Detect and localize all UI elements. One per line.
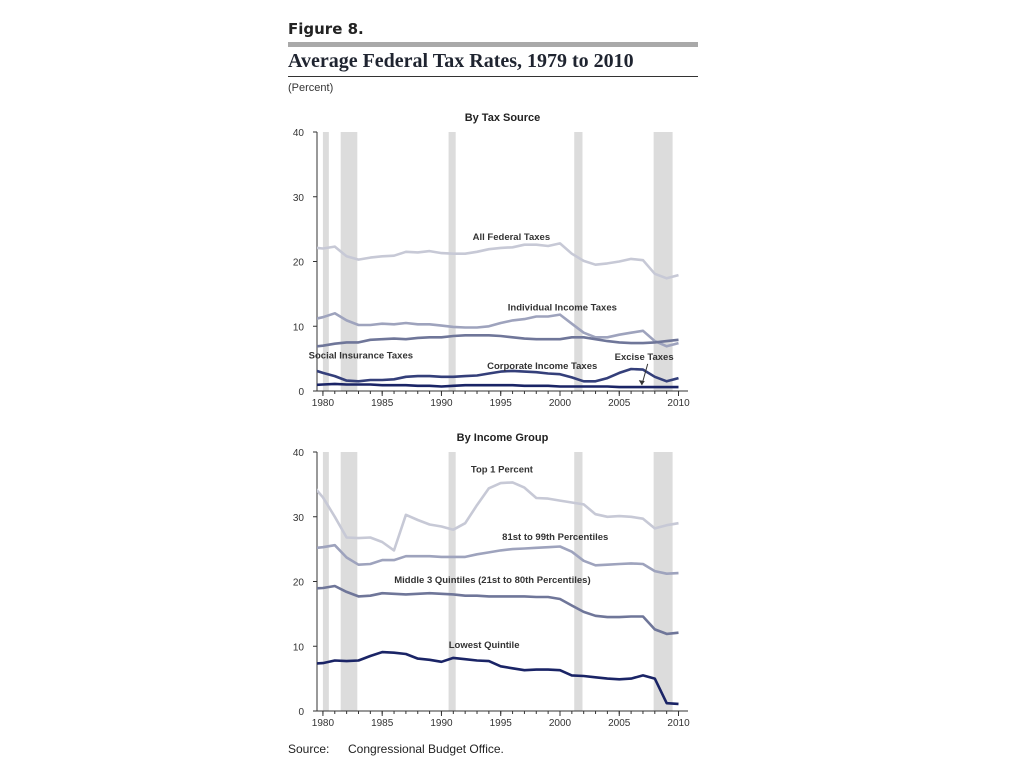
shaded-band-0	[322, 132, 329, 391]
shaded-band-3	[574, 132, 583, 391]
x-tick-label: 1980	[312, 718, 335, 729]
units-label: (Percent)	[288, 82, 334, 94]
x-tick-label: 1985	[371, 398, 394, 409]
x-tick-label: 1990	[430, 398, 453, 409]
source-text: Congressional Budget Office.	[348, 742, 504, 756]
y-tick-label: 10	[293, 642, 305, 653]
x-tick-label: 2000	[549, 718, 572, 729]
x-tick-label: 1985	[371, 718, 394, 729]
x-tick-label: 1980	[312, 398, 335, 409]
x-tick-label: 2000	[549, 398, 572, 409]
y-tick-label: 30	[293, 513, 305, 524]
x-tick-label: 1990	[430, 718, 453, 729]
shaded-band-2	[448, 452, 456, 711]
source-label: Source:	[288, 742, 330, 756]
title-underline	[288, 76, 698, 77]
x-tick-label: 2010	[667, 398, 690, 409]
y-tick-label: 0	[298, 707, 304, 718]
series-line-lowest-quintile	[317, 650, 679, 706]
shaded-band-2	[448, 132, 456, 391]
shaded-band-4	[653, 132, 673, 391]
shaded-band-1	[340, 452, 358, 711]
label-individual-income-taxes: Individual Income Taxes	[508, 303, 617, 314]
y-tick-label: 20	[293, 258, 305, 269]
series-line-individual-income-taxes	[317, 312, 679, 348]
title-rule	[288, 42, 698, 47]
series-line-middle-3-quintiles-21st-to-80th-percentiles	[317, 584, 679, 636]
series-line-top-1-percent	[317, 481, 679, 552]
x-tick-label: 2005	[608, 398, 631, 409]
series-line-excise-taxes	[317, 382, 679, 389]
chart-title: By Tax Source	[465, 112, 541, 124]
source-note: Source: Congressional Budget Office.	[288, 742, 504, 756]
label-lowest-quintile: Lowest Quintile	[449, 640, 520, 651]
chart-title: By Income Group	[457, 432, 549, 444]
shaded-band-1	[340, 132, 358, 391]
y-tick-label: 30	[293, 193, 305, 204]
y-tick-label: 40	[293, 128, 305, 139]
shaded-band-0	[322, 452, 329, 711]
label-corporate-income-taxes: Corporate Income Taxes	[487, 361, 597, 372]
y-tick-label: 0	[298, 387, 304, 398]
shaded-band-3	[574, 452, 583, 711]
y-tick-label: 20	[293, 578, 305, 589]
series-line-81st-to-99th-percentiles	[317, 543, 679, 575]
y-tick-label: 40	[293, 448, 305, 459]
label-top-1-percent: Top 1 Percent	[471, 465, 534, 476]
label-all-federal-taxes: All Federal Taxes	[473, 232, 550, 243]
x-tick-label: 1995	[490, 398, 513, 409]
series-line-all-federal-taxes	[317, 242, 679, 280]
label-middle-3-quintiles-21st-to-80th-percentiles: Middle 3 Quintiles (21st to 80th Percent…	[394, 575, 590, 586]
x-tick-label: 2010	[667, 718, 690, 729]
series-line-corporate-income-taxes	[317, 367, 679, 383]
y-tick-label: 10	[293, 322, 305, 333]
chart-by-tax-source: By Tax Source 0 10 20 30 40 1980 1985 1990 1995 20…	[293, 112, 690, 409]
figure-title: Average Federal Tax Rates, 1979 to 2010	[288, 50, 634, 72]
shaded-band-4	[653, 452, 673, 711]
x-tick-label: 1995	[490, 718, 513, 729]
label-excise-taxes: Excise Taxes	[615, 352, 674, 363]
label-81st-to-99th-percentiles: 81st to 99th Percentiles	[502, 532, 608, 543]
x-tick-label: 2005	[608, 718, 631, 729]
series-line-social-insurance-taxes	[317, 334, 679, 348]
excise-arrowhead	[638, 380, 645, 386]
figure-label: Figure 8.	[288, 20, 364, 38]
label-social-insurance-taxes: Social Insurance Taxes	[309, 351, 413, 362]
chart-by-income-group: By Income Group 0 10 20 30 40 1980 1985 1990 1995…	[293, 432, 690, 729]
